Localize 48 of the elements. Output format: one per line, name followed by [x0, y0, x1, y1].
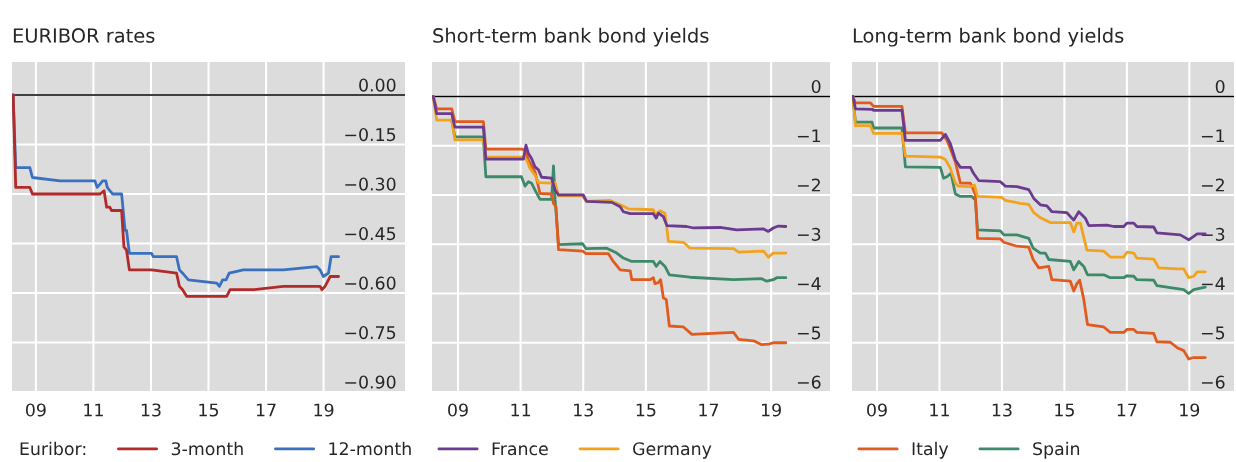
- chart-title: Long-term bank bond yields: [853, 27, 1124, 47]
- x-tick-label: 13: [992, 403, 1012, 417]
- x-tick-label: 09: [25, 403, 46, 417]
- x-tick-label: 15: [636, 403, 656, 417]
- y-tick-label: −0.45: [345, 227, 396, 241]
- legend-title: Euribor:: [20, 441, 86, 456]
- y-tick-label: −1: [797, 129, 821, 143]
- y-tick-label: −6: [1201, 375, 1225, 389]
- x-tick-label: 11: [511, 403, 531, 417]
- y-tick-label: −0.60: [345, 276, 396, 290]
- x-tick-label: 09: [448, 403, 468, 417]
- y-tick-label: −0.30: [345, 177, 396, 191]
- legend-label: 3-month: [171, 441, 243, 456]
- legend-label: Italy: [912, 441, 949, 459]
- y-tick-label: −3: [797, 227, 821, 241]
- y-tick-label: −6: [797, 375, 821, 389]
- x-tick-label: 17: [1117, 403, 1137, 417]
- x-tick-label: 13: [141, 403, 161, 417]
- x-tick-label: 17: [256, 403, 276, 417]
- y-tick-label: −5: [797, 326, 821, 340]
- y-tick-label: −0.75: [345, 326, 396, 340]
- y-tick-label: −0.90: [345, 375, 396, 389]
- y-tick-label: −2: [797, 178, 820, 192]
- y-tick-label: −0.15: [345, 128, 396, 142]
- x-tick-label: 11: [930, 403, 949, 417]
- x-tick-label: 19: [1180, 403, 1200, 417]
- x-tick-label: 19: [314, 403, 334, 417]
- chart-title: Short-term bank bond yields: [433, 27, 709, 47]
- y-tick-label: −5: [1201, 326, 1225, 340]
- x-tick-label: 11: [84, 403, 103, 417]
- x-tick-label: 09: [867, 403, 887, 417]
- y-tick-label: −1: [1201, 129, 1225, 143]
- y-tick-label: 0.00: [359, 78, 396, 92]
- legend-label: Germany: [633, 442, 712, 459]
- y-tick-label: −2: [1201, 178, 1224, 192]
- y-tick-label: 0: [1215, 79, 1225, 94]
- legend-label: 12-month: [329, 441, 411, 456]
- x-tick-label: 15: [1055, 403, 1074, 417]
- y-tick-label: −4: [797, 277, 821, 290]
- legend-label: Spain: [1033, 441, 1080, 459]
- x-tick-label: 13: [574, 403, 593, 417]
- x-tick-label: 15: [199, 403, 219, 417]
- x-tick-label: 17: [699, 403, 719, 417]
- y-tick-label: 0: [811, 79, 821, 94]
- legend-label: France: [492, 442, 548, 456]
- chart-title: EURIBOR rates: [13, 28, 155, 43]
- x-tick-label: 19: [761, 403, 781, 417]
- y-tick-label: −4: [1201, 277, 1225, 290]
